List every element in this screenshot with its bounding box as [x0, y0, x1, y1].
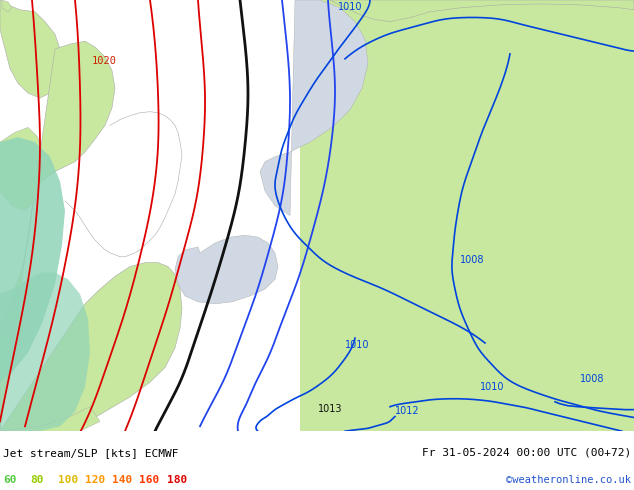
Text: 60: 60: [3, 475, 16, 485]
Text: 1010: 1010: [345, 340, 370, 350]
Polygon shape: [330, 0, 634, 22]
Text: 1013: 1013: [318, 404, 342, 414]
Text: 120: 120: [85, 475, 105, 485]
Polygon shape: [0, 137, 65, 431]
Polygon shape: [0, 41, 115, 431]
Text: 1008: 1008: [460, 255, 484, 265]
Polygon shape: [300, 0, 634, 431]
Polygon shape: [260, 0, 368, 216]
Text: 80: 80: [30, 475, 44, 485]
Polygon shape: [0, 407, 100, 431]
Polygon shape: [175, 235, 278, 304]
Polygon shape: [0, 127, 42, 211]
Text: 1010: 1010: [480, 382, 505, 392]
Polygon shape: [0, 272, 90, 431]
Polygon shape: [0, 0, 62, 98]
Text: Fr 31-05-2024 00:00 UTC (00+72): Fr 31-05-2024 00:00 UTC (00+72): [422, 448, 631, 458]
Text: 100: 100: [58, 475, 78, 485]
Polygon shape: [0, 263, 182, 431]
Text: ©weatheronline.co.uk: ©weatheronline.co.uk: [506, 475, 631, 485]
Text: 140: 140: [112, 475, 133, 485]
Text: 1012: 1012: [395, 406, 420, 416]
Polygon shape: [2, 0, 12, 12]
Text: 1010: 1010: [338, 2, 362, 12]
Text: 160: 160: [139, 475, 160, 485]
Text: 1020: 1020: [92, 56, 117, 66]
Text: 1008: 1008: [580, 374, 604, 384]
Text: 180: 180: [167, 475, 187, 485]
Text: Jet stream/SLP [kts] ECMWF: Jet stream/SLP [kts] ECMWF: [3, 448, 179, 458]
